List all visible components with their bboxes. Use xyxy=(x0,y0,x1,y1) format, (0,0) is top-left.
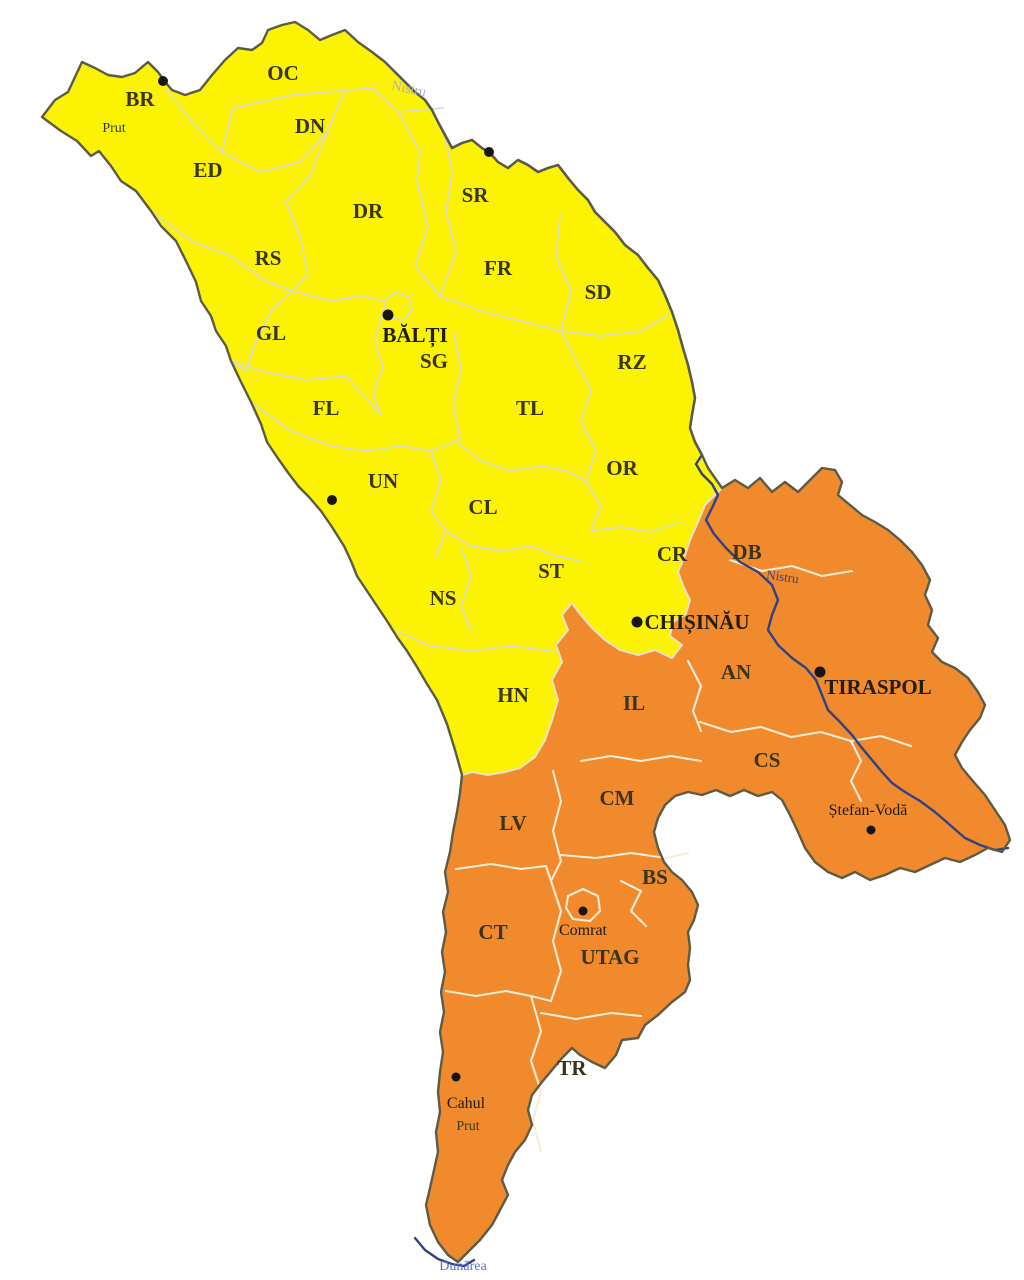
district-border xyxy=(529,994,543,1153)
district-label-hn: HN xyxy=(497,683,529,707)
district-label-sg: SG xyxy=(420,349,448,373)
district-border xyxy=(230,290,293,372)
country-border xyxy=(40,20,1012,1264)
labels-layer: OC BR DN ED SR DR RS FR SD GL SG RZ FL TL OR UN CL CR DB ST… xyxy=(102,61,931,1274)
district-label-br: BR xyxy=(125,87,155,111)
district-border xyxy=(452,332,462,442)
district-border xyxy=(454,862,553,883)
city-label-b-l-i: BĂLȚI xyxy=(382,323,447,348)
district-borders-south xyxy=(444,558,913,1153)
district-label-sr: SR xyxy=(462,183,490,207)
district-border xyxy=(575,360,602,532)
district-border xyxy=(564,887,602,923)
district-label-il: IL xyxy=(623,691,645,715)
city-dot-b-l-i xyxy=(382,309,394,321)
district-label-tr: TR xyxy=(557,1056,587,1080)
warning-zone-divide xyxy=(461,487,723,776)
city-label-tiraspol: TIRASPOL xyxy=(824,675,931,699)
city-label--tefan-vod-: Ștefan-Vodă xyxy=(829,802,908,819)
district-label-lv: LV xyxy=(499,811,526,835)
district-border xyxy=(590,521,681,533)
district-border xyxy=(439,134,457,297)
district-border xyxy=(232,87,444,113)
district-label-fr: FR xyxy=(484,256,513,280)
district-border xyxy=(372,307,385,415)
river-dunarea xyxy=(413,1236,476,1268)
district-border xyxy=(619,879,648,928)
district-label-db: DB xyxy=(732,540,761,564)
district-label-ns: NS xyxy=(430,586,457,610)
district-border xyxy=(444,989,553,1003)
district-border xyxy=(230,360,381,415)
district-label-bs: BS xyxy=(642,865,668,889)
district-border xyxy=(579,754,703,763)
region-north-yellow xyxy=(42,22,722,775)
district-label-un: UN xyxy=(368,469,398,493)
district-label-ed: ED xyxy=(193,158,222,182)
district-label-st: ST xyxy=(538,559,564,583)
city-dot-chi-in-u xyxy=(631,616,643,628)
district-label-rz: RZ xyxy=(617,350,646,374)
district-border xyxy=(439,295,669,337)
district-border xyxy=(430,450,447,557)
district-border xyxy=(555,214,577,362)
city-label-chi-in-u: CHIȘINĂU xyxy=(644,610,749,635)
district-label-sd: SD xyxy=(585,280,612,304)
river-label-nistru-3: Nistru xyxy=(765,567,800,586)
city-dot-unnamed-1 xyxy=(158,76,168,86)
district-border xyxy=(686,659,703,733)
district-border xyxy=(383,291,413,321)
city-label-cahul: Cahul xyxy=(447,1095,486,1112)
district-border xyxy=(549,769,563,883)
district-border xyxy=(539,1011,643,1021)
river-label-nistru-2: Nistru xyxy=(390,79,427,101)
river-label-prut-1: Prut xyxy=(102,121,125,136)
city-dot-unnamed-3 xyxy=(327,495,337,505)
district-label-tl: TL xyxy=(516,396,544,420)
district-border xyxy=(559,851,690,860)
river-label-prut-4: Prut xyxy=(456,1119,479,1134)
district-border xyxy=(395,630,552,652)
district-label-or: OR xyxy=(606,456,638,480)
district-label-gl: GL xyxy=(256,321,286,345)
district-border xyxy=(849,739,863,803)
district-border xyxy=(221,89,346,173)
district-label-dr: DR xyxy=(353,199,384,223)
city-dot-comrat xyxy=(578,906,588,916)
region-south-orange xyxy=(426,468,1010,1262)
city-dot-cahul xyxy=(451,1072,461,1082)
district-label-cs: CS xyxy=(754,748,781,772)
city-label-comrat: Comrat xyxy=(559,922,608,939)
district-label-rs: RS xyxy=(255,246,282,270)
city-dot-unnamed-2 xyxy=(484,147,494,157)
district-border xyxy=(549,879,563,1003)
district-label-ct: CT xyxy=(478,920,507,944)
district-label-utag: UTAG xyxy=(580,945,639,969)
river-label-dun-rea-5: Dunărea xyxy=(439,1259,487,1274)
district-label-oc: OC xyxy=(267,61,299,85)
district-label-an: AN xyxy=(721,660,751,684)
district-border xyxy=(455,440,587,482)
district-border xyxy=(445,530,582,562)
district-border xyxy=(285,131,328,292)
city-dot--tefan-vod- xyxy=(866,825,876,835)
district-border xyxy=(397,111,441,297)
district-border xyxy=(460,545,472,632)
district-label-dn: DN xyxy=(295,114,325,138)
district-label-cl: CL xyxy=(468,495,497,519)
district-borders-north xyxy=(150,87,681,652)
district-border xyxy=(698,720,913,748)
district-label-cr: CR xyxy=(657,542,688,566)
city-dot-tiraspol xyxy=(814,666,826,678)
district-border xyxy=(150,210,385,302)
district-label-fl: FL xyxy=(313,396,340,420)
district-label-cm: CM xyxy=(600,786,635,810)
district-border xyxy=(165,89,234,153)
